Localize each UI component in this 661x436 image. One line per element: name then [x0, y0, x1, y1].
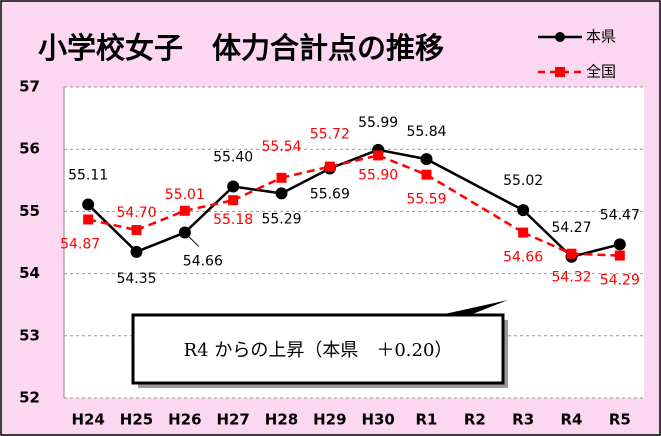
point-marker [275, 187, 288, 200]
series-line-segment [280, 167, 331, 195]
plot: 52 53 54 55 56 57 H24 H25 H26 H27 H28 H29 H30 R1 R2 R3 R… [19, 78, 644, 429]
y-tick-label: 56 [19, 140, 40, 158]
series-line-segment [87, 218, 137, 232]
x-tick-label: H30 [361, 411, 394, 429]
data-label: 55.59 [406, 192, 446, 208]
data-label: 55.72 [310, 127, 350, 143]
point-marker [613, 238, 626, 251]
y-tick-label: 52 [19, 389, 40, 407]
series-line-segment [183, 185, 235, 234]
data-label: 54.35 [116, 271, 156, 287]
x-tick-label: H26 [168, 411, 201, 429]
x-tick-label: R5 [609, 411, 631, 429]
y-tick-label: 57 [19, 78, 40, 96]
legend-marker [555, 67, 565, 77]
series-line-segment [136, 209, 186, 232]
data-label: 54.70 [116, 205, 156, 221]
data-label: 55.90 [358, 167, 398, 183]
point-marker [517, 204, 530, 217]
y-tick-label: 53 [19, 326, 40, 344]
point-marker [420, 153, 433, 166]
data-label: 55.69 [310, 186, 350, 202]
series-line-segment [377, 148, 427, 161]
point-marker [228, 195, 239, 206]
x-tick-label: H28 [265, 411, 298, 429]
data-label: 55.02 [503, 173, 543, 189]
point-marker [227, 180, 240, 193]
series-line-segment [329, 148, 379, 170]
series-line-segment [571, 243, 621, 259]
point-marker [373, 150, 384, 161]
point-marker [324, 161, 335, 172]
annotation-box [131, 313, 505, 385]
chart-title: 小学校女子 体力合計点の推移 [38, 31, 444, 65]
annotation: R4 からの上昇（本県 ＋0.20） [131, 300, 508, 388]
series-line-segment [136, 231, 186, 253]
data-label: 54.29 [600, 273, 640, 289]
data-label: 55.84 [406, 124, 446, 140]
y-tick-label: 55 [19, 202, 40, 220]
point-marker [566, 248, 577, 259]
point-marker [421, 169, 432, 180]
data-label: 54.47 [600, 207, 640, 223]
data-label: 55.54 [261, 139, 301, 155]
data-label: 54.27 [551, 220, 591, 236]
series-line-segment [522, 231, 573, 255]
x-tick-label: R2 [464, 411, 486, 429]
point-marker [178, 226, 191, 239]
x-tick-label: H29 [313, 411, 346, 429]
x-tick-label: R4 [561, 411, 583, 429]
series-line-segment [87, 203, 138, 253]
x-tick-label: H27 [216, 411, 249, 429]
data-label: 54.32 [551, 270, 591, 286]
data-label: 55.18 [213, 212, 253, 228]
data-label: 55.99 [358, 115, 398, 131]
point-marker [83, 214, 94, 225]
data-label: 55.01 [165, 187, 205, 203]
x-tick-label: R3 [512, 411, 534, 429]
series-line-segment [571, 252, 620, 257]
series-line-segment [281, 165, 331, 180]
point-marker [82, 198, 95, 211]
point-marker [518, 227, 529, 238]
series-line-segment [425, 158, 524, 212]
point-marker [179, 205, 190, 216]
data-label: 54.87 [60, 236, 100, 252]
series-line-segment [232, 176, 283, 202]
y-tick-label: 54 [19, 264, 40, 282]
series-line-segment [184, 198, 234, 212]
data-label: 55.40 [213, 150, 253, 166]
point-marker [130, 245, 143, 258]
callout-pointer [440, 300, 508, 315]
x-tick-label: H24 [71, 411, 104, 429]
legend-label: 本県 [586, 28, 616, 46]
legend-marker [555, 32, 565, 42]
series-line-segment [377, 154, 427, 176]
data-label: 54.66 [183, 254, 223, 270]
point-marker [614, 250, 625, 261]
series-line-segment [329, 154, 379, 168]
x-tick-label: H25 [120, 411, 153, 429]
legend-label: 全国 [586, 63, 616, 81]
data-label: 55.11 [68, 168, 108, 184]
data-label: 54.66 [503, 250, 543, 266]
leader-line [188, 236, 200, 247]
x-tick-label: R1 [416, 411, 438, 429]
series-line-segment [425, 173, 524, 234]
annotation-text: R4 からの上昇（本県 ＋0.20） [184, 340, 453, 361]
point-marker [276, 172, 287, 183]
point-marker [131, 225, 142, 236]
data-label: 55.29 [261, 211, 301, 227]
